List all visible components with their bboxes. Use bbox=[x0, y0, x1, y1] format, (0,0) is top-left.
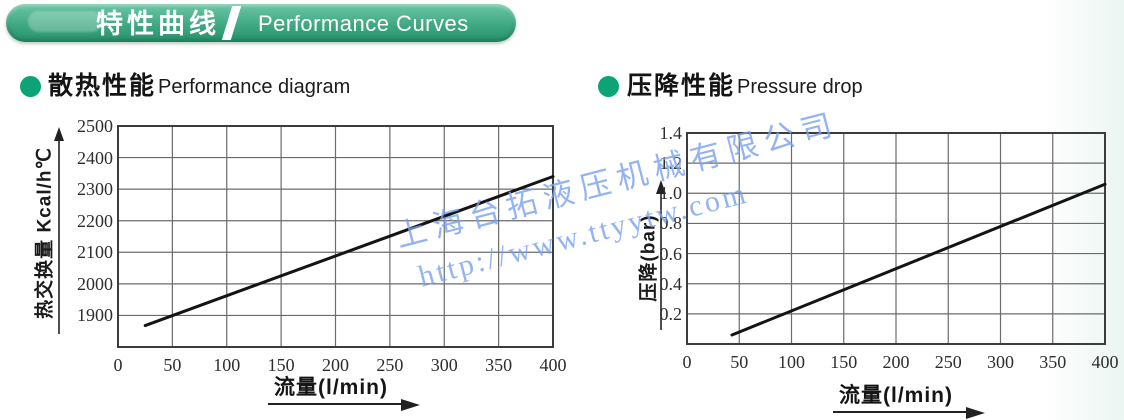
banner-highlight bbox=[28, 11, 102, 32]
y-tick-label: 1.0 bbox=[659, 183, 683, 204]
y-tick-label: 2400 bbox=[77, 147, 113, 168]
x-axis-label-left-chart: 流量(l/min) bbox=[268, 375, 420, 411]
banner-title-en: Performance Curves bbox=[258, 11, 469, 36]
x-tick-label: 300 bbox=[430, 355, 458, 375]
bullet-dot-icon bbox=[20, 76, 41, 97]
x-tick-label: 350 bbox=[1039, 352, 1067, 372]
x-tick-label: 250 bbox=[934, 352, 962, 372]
right-arrow-icon bbox=[401, 399, 420, 411]
x-tick-label: 250 bbox=[376, 355, 404, 375]
data-line-heat-exchange-capacity bbox=[143, 175, 555, 328]
banner-slash-divider bbox=[221, 6, 242, 40]
x-tick-label: 50 bbox=[163, 355, 182, 375]
y-tick-label: 2300 bbox=[77, 179, 113, 200]
x-tick-label: 0 bbox=[113, 355, 123, 375]
x-tick-label: 150 bbox=[267, 355, 295, 375]
y-tick-label: 1.2 bbox=[659, 153, 683, 174]
x-tick-label: 200 bbox=[882, 352, 910, 372]
x-tick-label: 400 bbox=[1091, 352, 1119, 372]
x-tick-label: 0 bbox=[682, 352, 692, 372]
x-axis-label-right-chart: 流量(l/min) bbox=[833, 383, 985, 419]
y-tick-label: 0.2 bbox=[659, 303, 683, 324]
up-arrow-icon bbox=[656, 180, 666, 194]
section-title-en-right: Pressure drop bbox=[737, 76, 863, 98]
y-tick-label: 2100 bbox=[77, 242, 113, 263]
right-arrow-icon bbox=[966, 407, 985, 419]
x-tick-label: 300 bbox=[987, 352, 1014, 372]
x-axis-label-text: 流量(l/min) bbox=[274, 376, 388, 399]
y-tick-label: 2000 bbox=[77, 273, 113, 294]
banner-title-zh: 特性曲线 bbox=[96, 9, 220, 39]
x-tick-label: 350 bbox=[485, 355, 513, 375]
section-title-en-left: Performance diagram bbox=[158, 76, 351, 98]
x-tick-label: 200 bbox=[322, 355, 349, 375]
x-tick-label: 400 bbox=[539, 355, 567, 375]
plot-border bbox=[686, 132, 1106, 345]
up-arrow-icon bbox=[54, 127, 64, 141]
bullet-dot-icon bbox=[598, 76, 619, 97]
x-axis-label-text: 流量(l/min) bbox=[839, 384, 953, 407]
y-tick-label: 0.8 bbox=[659, 213, 683, 234]
x-tick-label: 50 bbox=[730, 352, 749, 372]
y-tick-label: 1900 bbox=[77, 305, 113, 326]
y-tick-label: 1.4 bbox=[659, 123, 683, 143]
section-title-zh-left: 散热性能 bbox=[48, 72, 157, 100]
x-tick-label: 100 bbox=[213, 355, 241, 375]
y-tick-label: 0.4 bbox=[659, 273, 683, 294]
y-tick-label: 2500 bbox=[77, 116, 113, 136]
y-tick-label: 0.6 bbox=[659, 243, 683, 264]
x-tick-label: 100 bbox=[778, 352, 805, 372]
section-title-zh-right: 压降性能 bbox=[627, 72, 736, 100]
y-tick-label: 2200 bbox=[77, 210, 113, 231]
y-axis-label-left-chart: 热交换量 Kcal/h℃ bbox=[34, 147, 56, 319]
data-line-pressure-drop bbox=[730, 182, 1107, 337]
plot-border bbox=[117, 125, 554, 348]
x-tick-label: 150 bbox=[830, 352, 858, 372]
header-banner: 特性曲线 Performance Curves bbox=[6, 4, 516, 42]
